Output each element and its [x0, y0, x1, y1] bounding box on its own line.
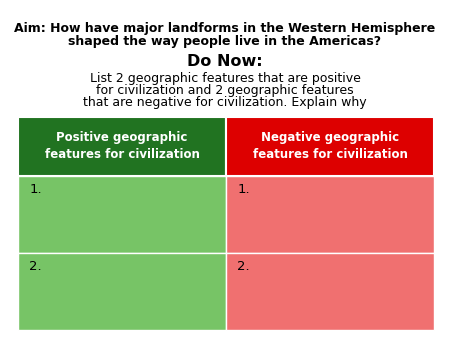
Bar: [226, 252, 434, 330]
Bar: [18, 176, 226, 252]
Text: 1.: 1.: [238, 183, 250, 196]
Text: Negative geographic
features for civilization: Negative geographic features for civiliz…: [253, 131, 408, 161]
Text: 2.: 2.: [238, 260, 250, 273]
Text: 2.: 2.: [29, 260, 42, 273]
Bar: [18, 252, 226, 330]
Text: shaped the way people live in the Americas?: shaped the way people live in the Americ…: [68, 35, 382, 48]
Text: Do Now:: Do Now:: [187, 54, 263, 69]
Text: for civilization and 2 geographic features: for civilization and 2 geographic featur…: [96, 84, 354, 97]
Text: 1.: 1.: [29, 183, 42, 196]
Bar: [226, 176, 434, 252]
Text: Positive geographic
features for civilization: Positive geographic features for civiliz…: [45, 131, 199, 161]
Bar: [226, 117, 434, 176]
Text: that are negative for civilization. Explain why: that are negative for civilization. Expl…: [83, 96, 367, 109]
Text: List 2 geographic features that are positive: List 2 geographic features that are posi…: [90, 72, 360, 84]
Text: Aim: How have major landforms in the Western Hemisphere: Aim: How have major landforms in the Wes…: [14, 22, 436, 35]
Bar: [18, 117, 226, 176]
